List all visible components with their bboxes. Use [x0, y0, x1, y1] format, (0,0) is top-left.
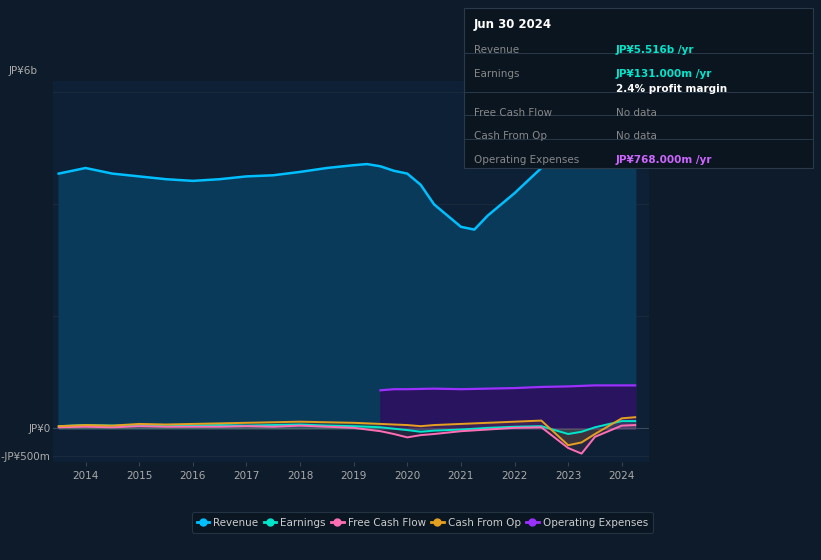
Text: No data: No data	[616, 131, 657, 141]
Text: Revenue: Revenue	[474, 45, 519, 55]
Text: JP¥5.516b /yr: JP¥5.516b /yr	[616, 45, 695, 55]
Text: Free Cash Flow: Free Cash Flow	[474, 108, 552, 118]
Text: No data: No data	[616, 108, 657, 118]
Text: 2.4% profit margin: 2.4% profit margin	[616, 84, 727, 94]
Text: JP¥768.000m /yr: JP¥768.000m /yr	[616, 155, 713, 165]
Text: Operating Expenses: Operating Expenses	[474, 155, 579, 165]
Text: JP¥131.000m /yr: JP¥131.000m /yr	[616, 69, 712, 79]
Text: Cash From Op: Cash From Op	[474, 131, 547, 141]
Text: Jun 30 2024: Jun 30 2024	[474, 17, 552, 31]
Text: JP¥6b: JP¥6b	[8, 66, 37, 76]
Text: Earnings: Earnings	[474, 69, 519, 79]
Legend: Revenue, Earnings, Free Cash Flow, Cash From Op, Operating Expenses: Revenue, Earnings, Free Cash Flow, Cash …	[191, 512, 654, 533]
